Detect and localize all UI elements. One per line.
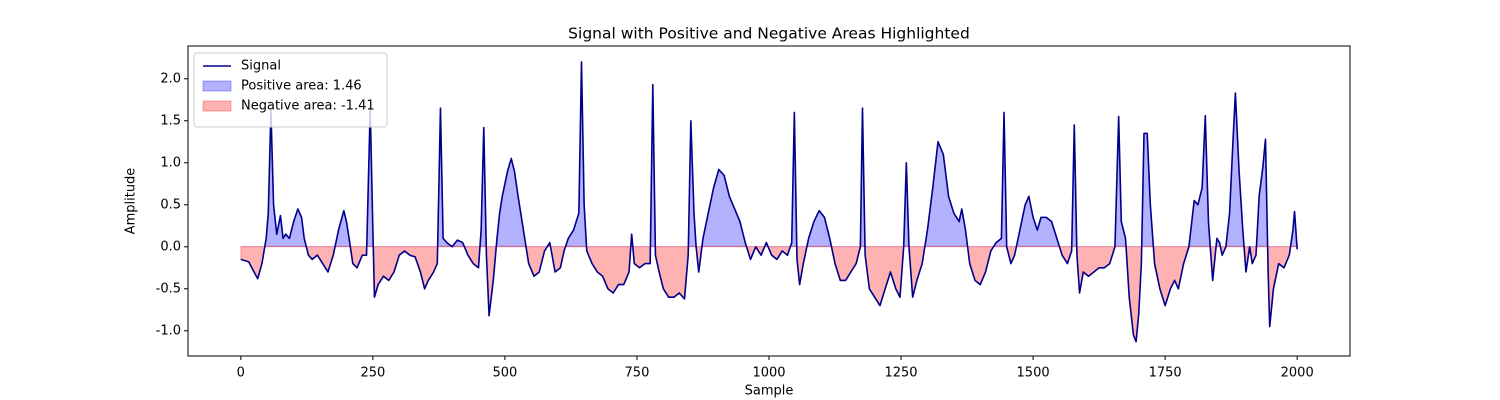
x-tick-label: 1750 bbox=[1149, 366, 1182, 381]
y-axis-label: Amplitude bbox=[124, 168, 139, 235]
y-tick-label: -0.5 bbox=[156, 281, 181, 296]
legend-label: Signal bbox=[241, 59, 281, 74]
x-tick-label: 0 bbox=[237, 366, 245, 381]
legend-patch bbox=[202, 80, 232, 92]
y-tick-label: -1.0 bbox=[156, 323, 181, 338]
x-tick-label: 2000 bbox=[1281, 366, 1314, 381]
x-tick-label: 500 bbox=[492, 366, 517, 381]
x-tick-label: 750 bbox=[625, 366, 650, 381]
legend-label: Positive area: 1.46 bbox=[241, 79, 362, 94]
legend-patch bbox=[202, 100, 232, 112]
x-axis-label: Sample bbox=[745, 384, 794, 399]
x-tick-label: 1000 bbox=[752, 366, 785, 381]
chart-title: Signal with Positive and Negative Areas … bbox=[568, 25, 970, 43]
legend-label: Negative area: -1.41 bbox=[241, 99, 375, 114]
y-tick-label: 2.0 bbox=[160, 71, 181, 86]
legend-box bbox=[193, 52, 388, 128]
y-tick-label: 1.5 bbox=[160, 113, 181, 128]
y-tick-label: 0.5 bbox=[160, 197, 181, 212]
y-tick-label: 1.0 bbox=[160, 155, 181, 170]
y-tick-label: 0.0 bbox=[160, 239, 181, 254]
x-tick-label: 250 bbox=[360, 366, 385, 381]
x-tick-label: 1500 bbox=[1017, 366, 1050, 381]
axes-frame bbox=[187, 45, 1351, 357]
x-tick-label: 1250 bbox=[884, 366, 917, 381]
signal-line bbox=[240, 61, 1298, 343]
